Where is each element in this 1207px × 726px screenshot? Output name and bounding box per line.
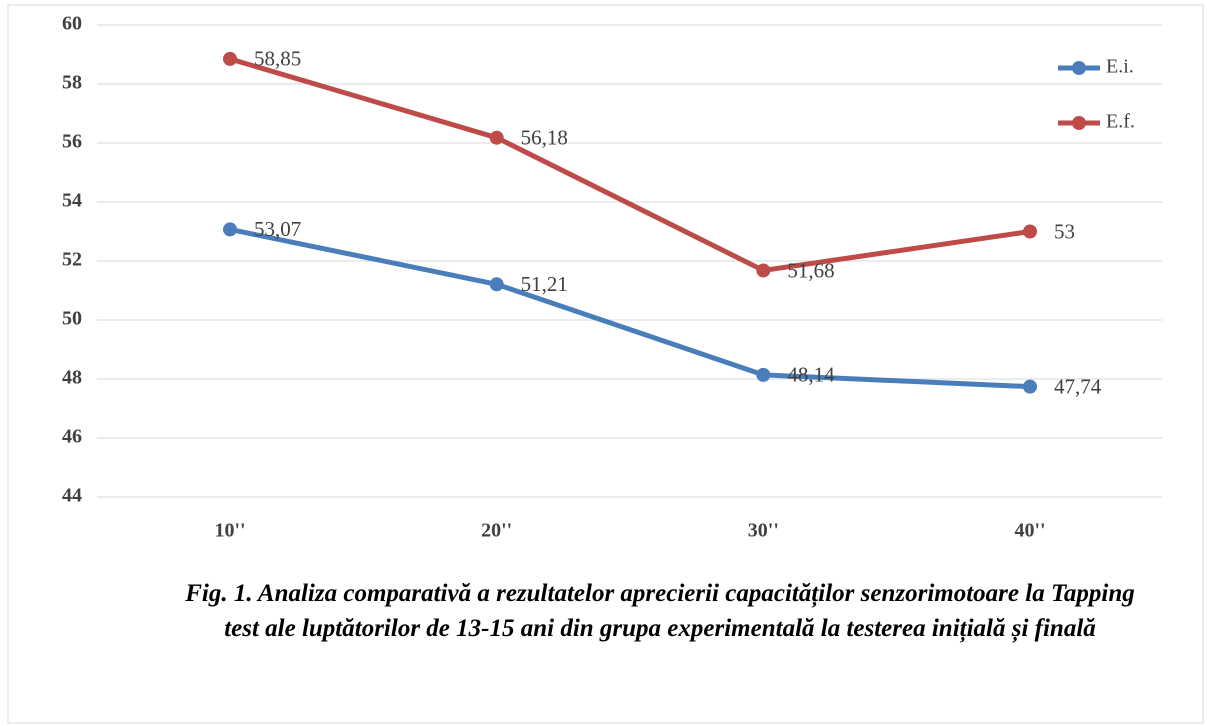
data-label: 56,18	[521, 126, 568, 150]
data-label: 51,68	[787, 258, 834, 282]
data-point	[756, 367, 771, 382]
data-point	[756, 263, 771, 278]
series-line	[229, 56, 1031, 273]
data-label: 53	[1054, 219, 1075, 243]
data-label: 53,07	[254, 217, 301, 241]
y-tick-label: 44	[62, 485, 82, 507]
data-point	[489, 130, 504, 145]
x-tick-label: 20''	[481, 520, 512, 542]
x-tick-label: 10''	[214, 520, 245, 542]
y-tick-label: 48	[62, 367, 82, 389]
y-tick-label: 56	[62, 131, 82, 153]
data-label: 51,21	[521, 272, 568, 296]
data-point	[223, 51, 237, 66]
data-point	[489, 277, 504, 292]
x-tick-label: 30''	[748, 520, 779, 542]
data-label: 58,85	[254, 47, 301, 71]
y-tick-label: 60	[62, 13, 82, 35]
legend-marker	[1072, 116, 1086, 130]
y-tick-label: 58	[62, 72, 82, 94]
y-tick-label: 52	[62, 249, 82, 271]
data-point	[1023, 224, 1037, 239]
y-tick-label: 54	[62, 190, 82, 212]
series-line	[229, 226, 1031, 390]
data-point	[223, 222, 237, 237]
data-point	[1023, 379, 1037, 394]
y-tick-label: 50	[62, 308, 82, 330]
data-label: 47,74	[1054, 374, 1102, 398]
y-tick-label: 46	[62, 426, 82, 448]
legend-label: E.i.	[1106, 56, 1134, 78]
x-tick-label: 40''	[1014, 520, 1045, 542]
data-label: 48,14	[787, 363, 835, 387]
chart-title: Fig. 1. Analiza comparativă a rezultatel…	[185, 580, 1135, 642]
chart-border	[7, 4, 1204, 724]
legend-marker	[1072, 61, 1086, 75]
legend-label: E.f.	[1106, 111, 1135, 133]
